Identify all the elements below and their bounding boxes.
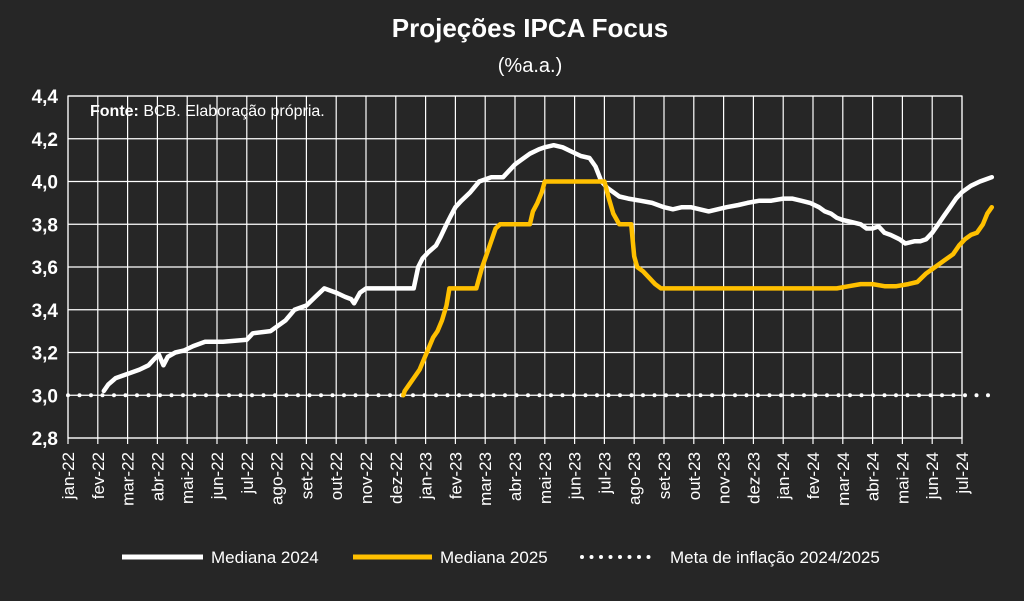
- x-tick-label: jan-23: [417, 452, 436, 500]
- series-line-mediana-2025: [401, 179, 995, 398]
- x-axis-ticks: jan-22 fev-22 mar-22 abr-22 mai-22 jun-22 jul-…: [59, 452, 972, 506]
- legend-item-meta-inflacao: Meta de inflação 2024/2025: [580, 548, 880, 567]
- x-tick-label: ago-23: [625, 452, 644, 505]
- x-tick-label: dez-23: [744, 452, 763, 504]
- series-lines: [66, 142, 995, 398]
- grid-lines: [67, 95, 963, 444]
- x-tick-label: mar-24: [834, 452, 853, 506]
- x-tick-label: jun-24: [923, 452, 942, 500]
- y-tick-label: 3,2: [32, 344, 58, 365]
- x-tick-label: jan-24: [774, 452, 793, 500]
- x-tick-label: mar-23: [476, 452, 495, 506]
- legend-label: Mediana 2024: [211, 548, 319, 567]
- x-tick-label: mai-24: [893, 452, 912, 504]
- x-tick-label: mar-22: [119, 452, 138, 506]
- x-tick-label: jul-23: [595, 452, 614, 495]
- x-tick-label: nov-23: [715, 452, 734, 504]
- x-tick-label: mai-23: [536, 452, 555, 504]
- plot-frame: [67, 95, 963, 439]
- y-tick-label: 3,8: [32, 215, 58, 236]
- x-tick-label: mai-22: [178, 452, 197, 504]
- legend-item-mediana-2024: Mediana 2024: [122, 548, 319, 567]
- x-tick-label: jul-22: [238, 452, 257, 495]
- source-text: BCB. Elaboração própria.: [139, 103, 325, 120]
- x-tick-label: fev-22: [89, 452, 108, 499]
- y-tick-label: 3,0: [32, 386, 58, 407]
- y-tick-label: 3,6: [32, 258, 58, 279]
- y-tick-label: 4,0: [32, 173, 58, 194]
- legend: Mediana 2024 Mediana 2025 Meta de inflação…: [122, 548, 880, 567]
- x-tick-label: abr-24: [864, 452, 883, 501]
- source-note: Fonte: BCB. Elaboração própria.: [90, 103, 325, 120]
- x-tick-label: jun-23: [566, 452, 585, 500]
- y-tick-label: 3,4: [32, 301, 59, 322]
- x-tick-label: fev-23: [446, 452, 465, 499]
- x-tick-label: nov-22: [357, 452, 376, 504]
- series-line-mediana-2024: [101, 142, 995, 394]
- chart-title: Projeções IPCA Focus: [392, 13, 668, 43]
- x-tick-label: out-22: [327, 452, 346, 500]
- legend-label: Mediana 2025: [440, 548, 548, 567]
- source-label: Fonte:: [90, 103, 139, 120]
- legend-label: Meta de inflação 2024/2025: [670, 548, 880, 567]
- x-tick-label: ago-22: [268, 452, 287, 505]
- x-tick-label: set-22: [297, 452, 316, 499]
- y-tick-label: 4,2: [32, 130, 58, 151]
- x-tick-label: out-23: [685, 452, 704, 500]
- x-tick-label: set-23: [655, 452, 674, 499]
- x-tick-label: fev-24: [804, 452, 823, 499]
- x-tick-label: abr-23: [506, 452, 525, 501]
- x-tick-label: jan-22: [59, 452, 78, 500]
- x-tick-label: abr-22: [148, 452, 167, 501]
- chart-subtitle: (%a.a.): [498, 55, 562, 77]
- y-axis-ticks: 2,8 3,0 3,2 3,4 3,6 3,8 4,0 4,2 4,4: [32, 87, 59, 450]
- legend-item-mediana-2025: Mediana 2025: [353, 548, 548, 567]
- x-tick-label: jul-24: [953, 452, 972, 495]
- y-tick-label: 4,4: [32, 87, 59, 108]
- y-tick-label: 2,8: [32, 429, 58, 450]
- x-tick-label: dez-22: [387, 452, 406, 504]
- x-tick-label: jun-22: [208, 452, 227, 500]
